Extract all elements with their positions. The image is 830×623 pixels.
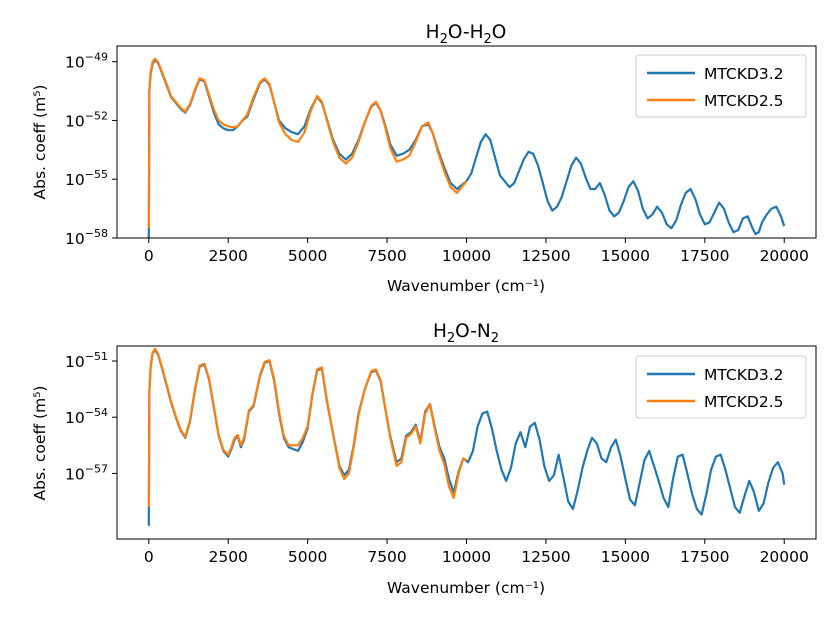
legend: MTCKD3.2 MTCKD2.5 (635, 355, 807, 419)
y-tick-label: 10−52 (65, 109, 108, 130)
legend-box (635, 355, 807, 419)
x-tick-label: 5000 (288, 548, 327, 566)
y-tick-label: 10−58 (65, 227, 108, 248)
legend-label-mtckd32: MTCKD3.2 (704, 65, 784, 83)
chart-title: H2O-N2 (433, 321, 499, 346)
y-tick-label: 10−57 (65, 462, 108, 483)
x-tick-label: 20000 (760, 548, 809, 566)
x-tick-label: 7500 (367, 548, 406, 566)
legend-label-mtckd25: MTCKD2.5 (704, 92, 784, 110)
x-axis-label: Wavenumber (cm⁻¹) (387, 579, 545, 597)
series-line-mtckd25 (147, 347, 468, 508)
x-tick-label: 7500 (367, 247, 406, 265)
panel-h2o-n2: H2O-N2 0 2500 5000 7500 10000 12500 15000 17500… (31, 321, 817, 597)
x-tick-label: 0 (144, 247, 154, 265)
y-axis: 10−51 10−54 10−57 (65, 350, 117, 483)
y-tick-label: 10−49 (65, 51, 108, 72)
x-tick-label: 17500 (680, 247, 729, 265)
x-tick-label: 15000 (601, 247, 650, 265)
legend-label-mtckd25: MTCKD2.5 (704, 393, 784, 411)
y-tick-label: 10−51 (65, 350, 108, 371)
plot-area (147, 347, 786, 526)
y-axis-label: Abs. coeff (m⁵) (31, 85, 49, 200)
x-tick-label: 10000 (442, 247, 491, 265)
y-axis-label: Abs. coeff (m⁵) (31, 386, 49, 501)
series-line-mtckd25 (147, 57, 468, 229)
x-tick-label: 20000 (760, 247, 809, 265)
x-tick-label: 17500 (680, 548, 729, 566)
x-tick-label: 2500 (208, 548, 247, 566)
x-tick-label: 5000 (288, 247, 327, 265)
x-tick-label: 12500 (521, 548, 570, 566)
y-tick-label: 10−55 (65, 168, 108, 189)
legend: MTCKD3.2 MTCKD2.5 (635, 54, 807, 118)
x-tick-label: 12500 (521, 247, 570, 265)
x-tick-label: 0 (144, 548, 154, 566)
y-axis: 10−49 10−52 10−55 10−58 (65, 51, 117, 248)
panel-h2o-h2o: H2O-H2O 0 2500 5000 7500 10000 12500 15000 1750… (31, 22, 817, 295)
plot-area (147, 57, 786, 238)
x-tick-label: 2500 (208, 247, 247, 265)
chart-title: H2O-H2O (426, 22, 507, 47)
legend-box (635, 54, 807, 118)
x-axis: 0 2500 5000 7500 10000 12500 15000 17500 20000 (144, 238, 809, 265)
y-tick-label: 10−54 (65, 406, 108, 427)
x-tick-label: 10000 (442, 548, 491, 566)
legend-label-mtckd32: MTCKD3.2 (704, 366, 784, 384)
x-axis: 0 2500 5000 7500 10000 12500 15000 17500 20000 (144, 539, 809, 566)
x-tick-label: 15000 (601, 548, 650, 566)
x-axis-label: Wavenumber (cm⁻¹) (387, 277, 545, 295)
